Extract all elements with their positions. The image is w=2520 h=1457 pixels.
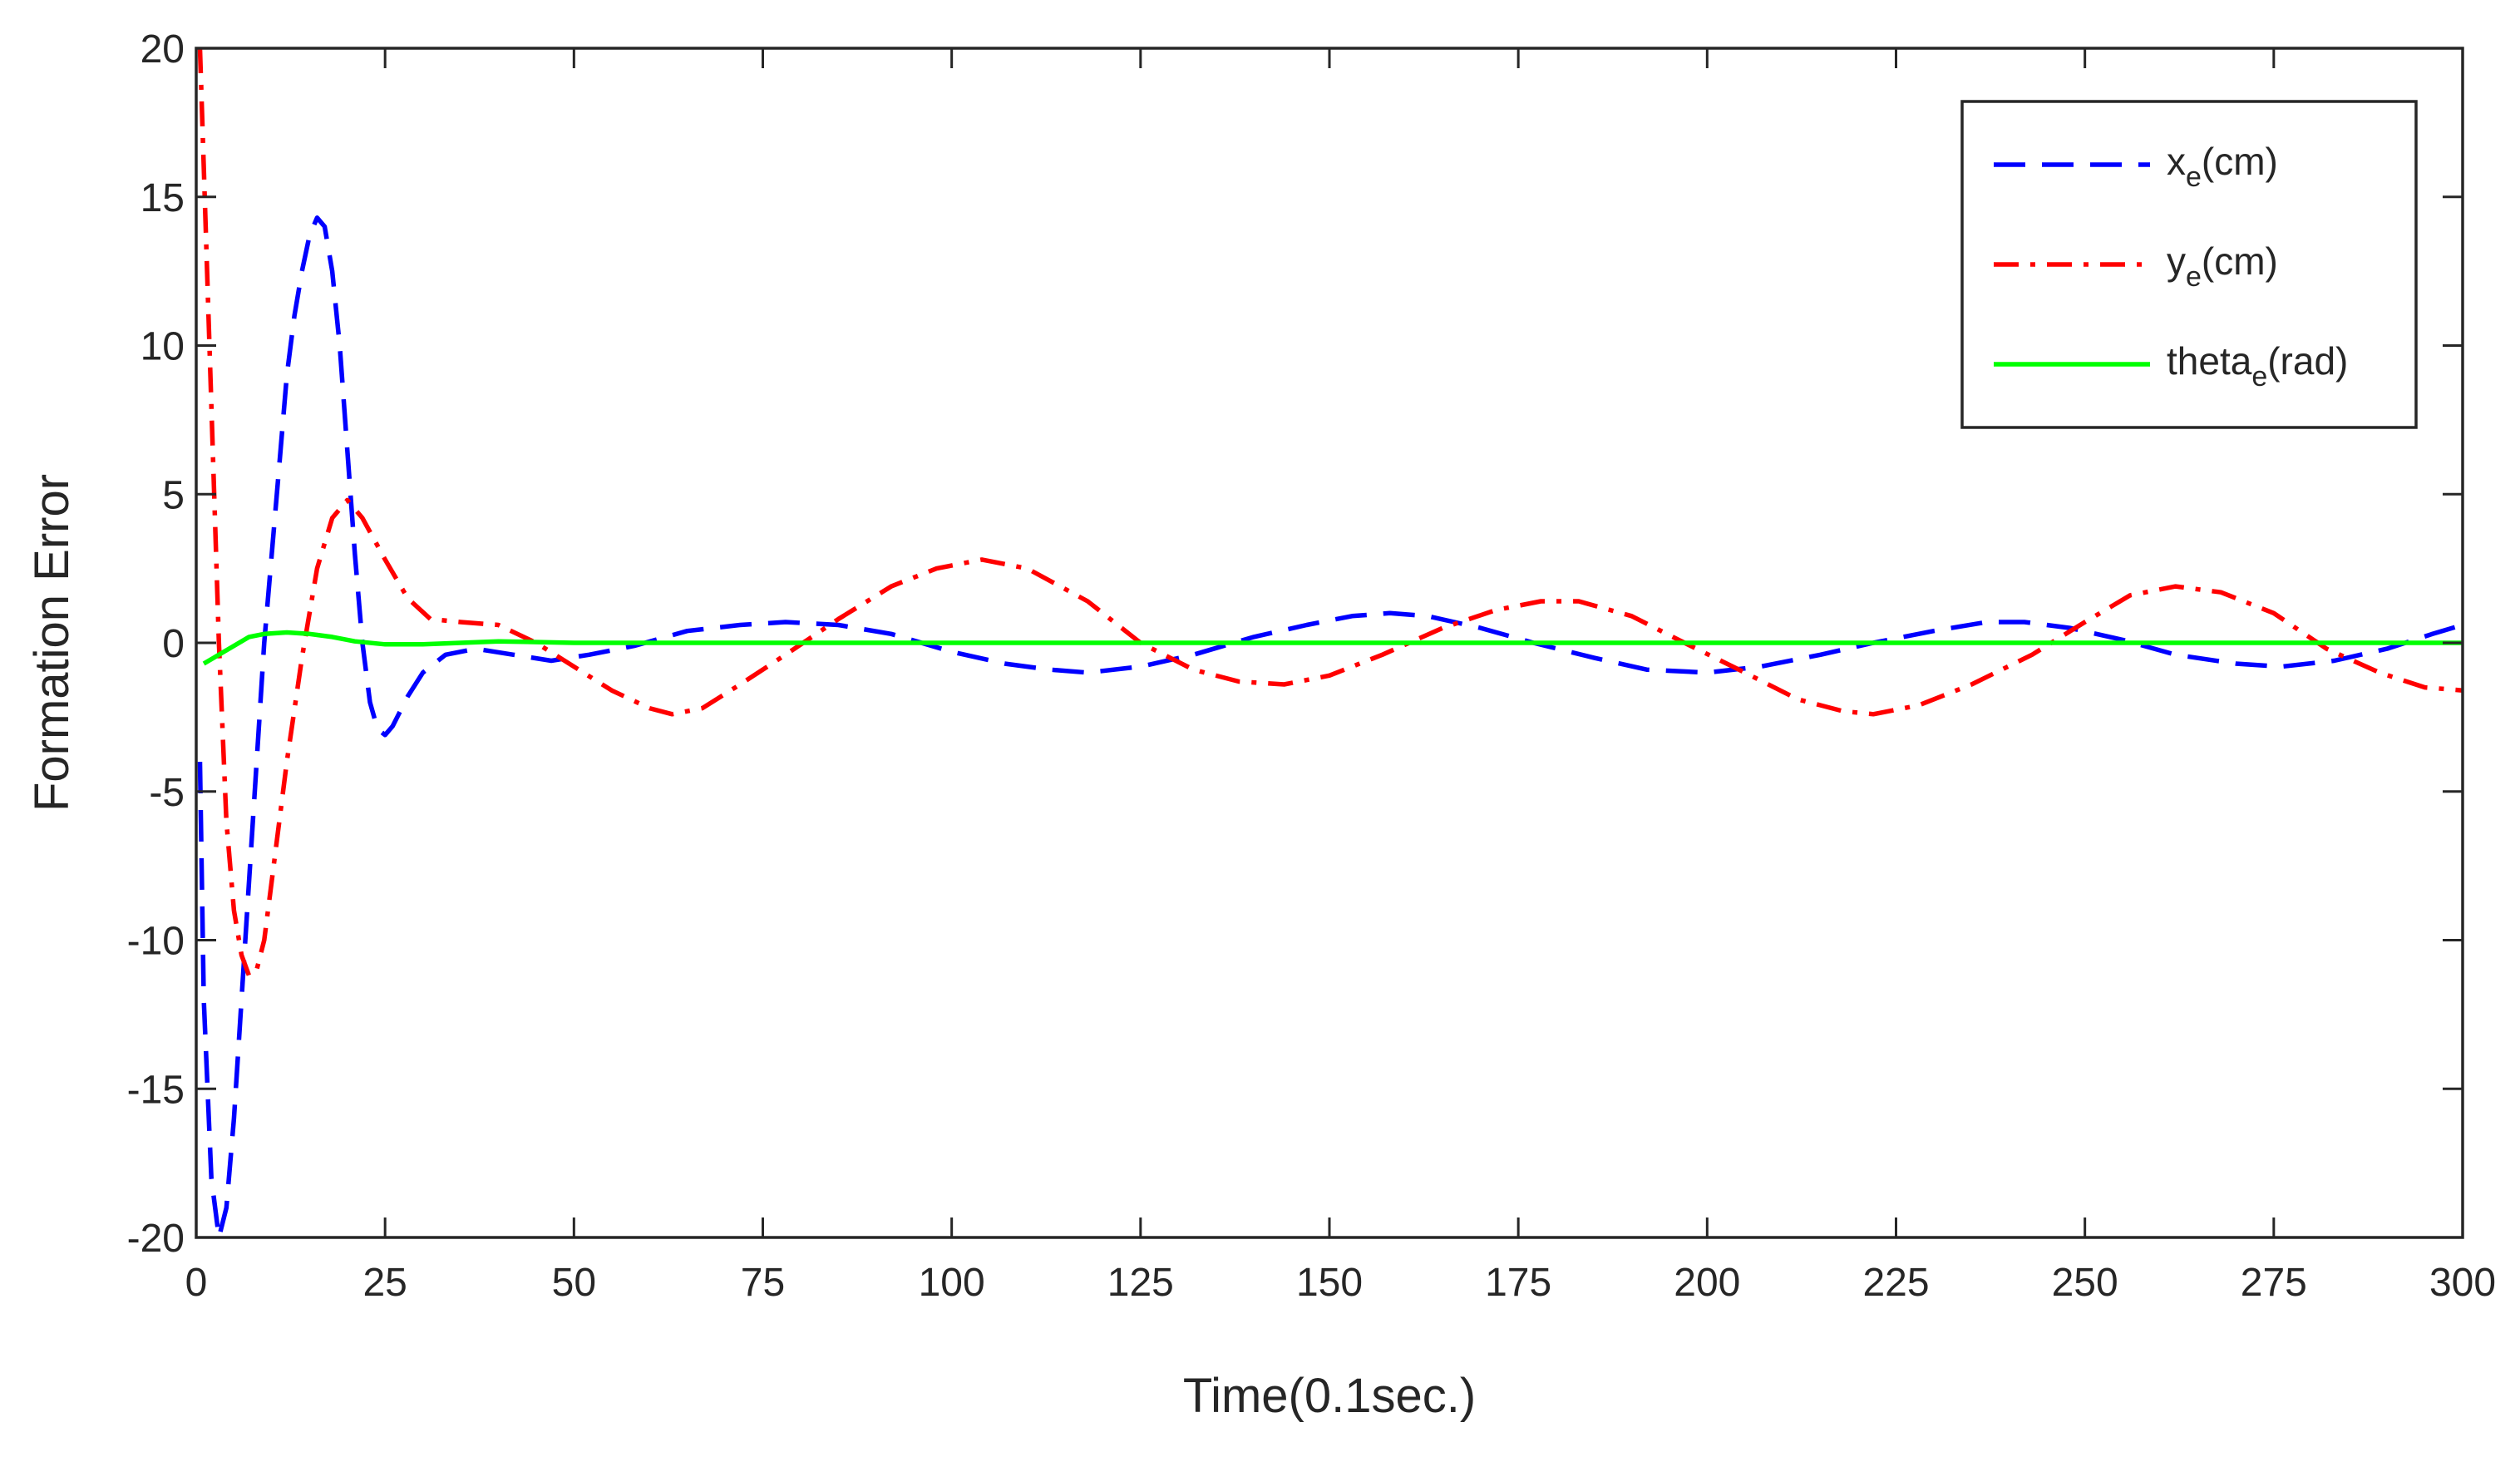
- tick-label-layer: 0 25 50 75 100 125 150 175 200 225 250 275 300-20-15…: [127, 27, 2496, 1305]
- y-axis-title: Formation Error: [25, 474, 79, 812]
- y-tick-label: 20: [141, 27, 185, 72]
- series-layer: [197, 48, 2463, 1237]
- y-tick-label: -5: [149, 771, 185, 815]
- y-tick-label: -15: [127, 1068, 185, 1112]
- x-axis-title: Time(0.1sec.): [1183, 1369, 1476, 1423]
- x-tick-label: 125: [1107, 1261, 1174, 1305]
- x-tick-label: 25: [362, 1261, 407, 1305]
- x-tick-label: 225: [1862, 1261, 1929, 1305]
- series-line-theta_e(rad): [202, 630, 2463, 666]
- x-tick-label: 300: [2429, 1261, 2496, 1305]
- x-tick-label: 150: [1296, 1261, 1363, 1305]
- tick-layer: [195, 47, 2464, 1239]
- y-tick-label: 5: [162, 473, 185, 517]
- x-tick-label: 0: [185, 1261, 208, 1305]
- series-line-x_e(cm): [197, 215, 2463, 1237]
- y-tick-label: -20: [127, 1217, 185, 1261]
- y-tick-label: 0: [162, 622, 185, 666]
- x-tick-label: 275: [2241, 1261, 2307, 1305]
- x-tick-label: 75: [741, 1261, 785, 1305]
- x-tick-label: 100: [919, 1261, 985, 1305]
- x-tick-label: 250: [2052, 1261, 2118, 1305]
- legend: xe(cm) ye(cm) thetae(rad): [1960, 100, 2418, 429]
- legend-entry-theta_e(rad): thetae(rad): [2167, 339, 2348, 393]
- y-tick-label: -10: [127, 920, 185, 964]
- legend-entry-y_e(cm): ye(cm): [2167, 240, 2278, 293]
- y-tick-label: 10: [141, 325, 185, 369]
- legend-entry-x_e(cm): xe(cm): [2167, 140, 2278, 193]
- x-tick-label: 175: [1485, 1261, 1551, 1305]
- series-line-y_e(cm): [197, 48, 2463, 979]
- x-tick-label: 200: [1674, 1261, 1740, 1305]
- legend-box: [1960, 100, 2418, 429]
- x-tick-label: 50: [552, 1261, 596, 1305]
- y-tick-label: 15: [141, 176, 185, 220]
